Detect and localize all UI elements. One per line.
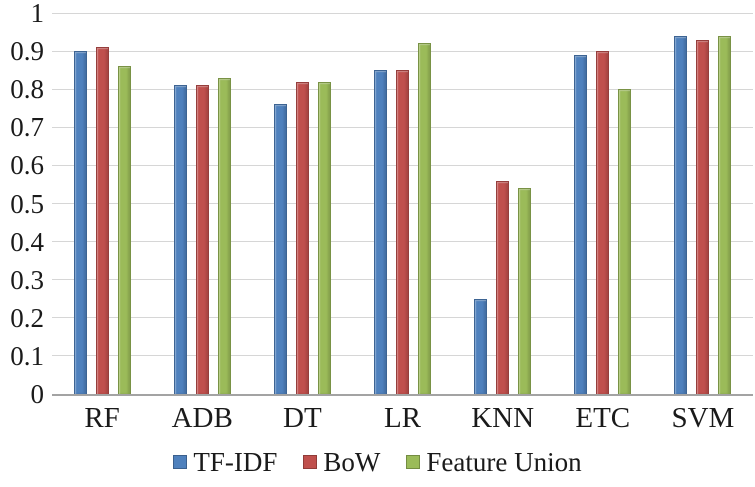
x-tick-label-lr: LR bbox=[383, 402, 422, 434]
legend-label-bow: BoW bbox=[323, 447, 381, 477]
x-tick-label-adb: ADB bbox=[171, 402, 233, 434]
bar-feature-union-adb bbox=[217, 77, 231, 394]
gridline bbox=[52, 50, 753, 52]
bar-group-adb bbox=[152, 13, 252, 394]
x-tick-label-knn: KNN bbox=[471, 402, 535, 434]
y-tick-label: 0 bbox=[30, 379, 45, 409]
bar-tf-idf-rf bbox=[73, 51, 87, 394]
y-tick-label: 0.6 bbox=[10, 150, 44, 181]
bar-tf-idf-svm bbox=[674, 35, 688, 394]
y-tick-label: 0.9 bbox=[10, 36, 44, 67]
x-axis-labels: RF ADB DT LR KNN ETC SVM bbox=[52, 401, 753, 435]
legend: TF-IDF BoW Feature Union bbox=[0, 447, 755, 477]
x-tick-label-rf: RF bbox=[84, 402, 120, 434]
gridline bbox=[52, 12, 753, 14]
legend-item-bow: BoW bbox=[303, 447, 380, 477]
bar-group-dt bbox=[252, 13, 352, 394]
bar-bow-rf bbox=[95, 47, 109, 394]
bar-group-lr bbox=[352, 13, 452, 394]
bar-feature-union-lr bbox=[417, 43, 431, 394]
y-tick-label: 0.1 bbox=[10, 340, 44, 371]
y-tick-label: 0.8 bbox=[10, 74, 44, 105]
bar-group-svm bbox=[653, 13, 753, 394]
y-axis-labels: 1 0.9 0.8 0.7 0.6 0.5 0.4 0.3 0.2 0.1 0 bbox=[0, 0, 44, 409]
legend-swatch-bow-icon bbox=[303, 455, 318, 469]
bar-feature-union-knn bbox=[518, 188, 532, 394]
bar-bow-dt bbox=[295, 81, 309, 394]
bar-group-knn bbox=[453, 13, 553, 394]
bar-feature-union-svm bbox=[718, 35, 732, 394]
bar-feature-union-etc bbox=[618, 89, 632, 394]
legend-item-feature-union: Feature Union bbox=[406, 447, 582, 477]
bar-feature-union-rf bbox=[117, 66, 131, 394]
bar-bow-etc bbox=[596, 51, 610, 394]
x-tick-label-dt: DT bbox=[283, 402, 322, 434]
bar-bow-adb bbox=[195, 85, 209, 394]
bar-tf-idf-adb bbox=[173, 85, 187, 394]
x-tick-label-etc: ETC bbox=[575, 402, 631, 434]
bar-bow-knn bbox=[496, 180, 510, 394]
legend-swatch-feature-union-icon bbox=[406, 455, 421, 469]
bar-tf-idf-lr bbox=[373, 70, 387, 394]
x-tick-label-svm: SVM bbox=[671, 402, 735, 434]
bar-group-etc bbox=[553, 13, 653, 394]
bar-tf-idf-etc bbox=[574, 54, 588, 394]
legend-label-tf-idf: TF-IDF bbox=[193, 447, 278, 477]
plot-area bbox=[52, 12, 753, 396]
bar-group-rf bbox=[52, 13, 152, 394]
legend-label-feature-union: Feature Union bbox=[426, 447, 582, 477]
bar-feature-union-dt bbox=[317, 81, 331, 394]
y-tick-label: 0.7 bbox=[10, 112, 44, 143]
bar-bow-svm bbox=[696, 39, 710, 394]
bar-tf-idf-knn bbox=[474, 298, 488, 394]
bar-bow-lr bbox=[395, 70, 409, 394]
y-tick-label: 0.5 bbox=[10, 188, 44, 219]
legend-swatch-tf-idf-icon bbox=[173, 455, 188, 469]
bar-groups bbox=[52, 13, 753, 394]
y-tick-label: 0.3 bbox=[10, 264, 44, 295]
bar-tf-idf-dt bbox=[273, 104, 287, 394]
legend-item-tf-idf: TF-IDF bbox=[173, 447, 277, 477]
y-tick-label: 0.2 bbox=[10, 302, 44, 333]
y-tick-label: 1 bbox=[30, 0, 45, 28]
y-tick-label: 0.4 bbox=[10, 226, 44, 257]
